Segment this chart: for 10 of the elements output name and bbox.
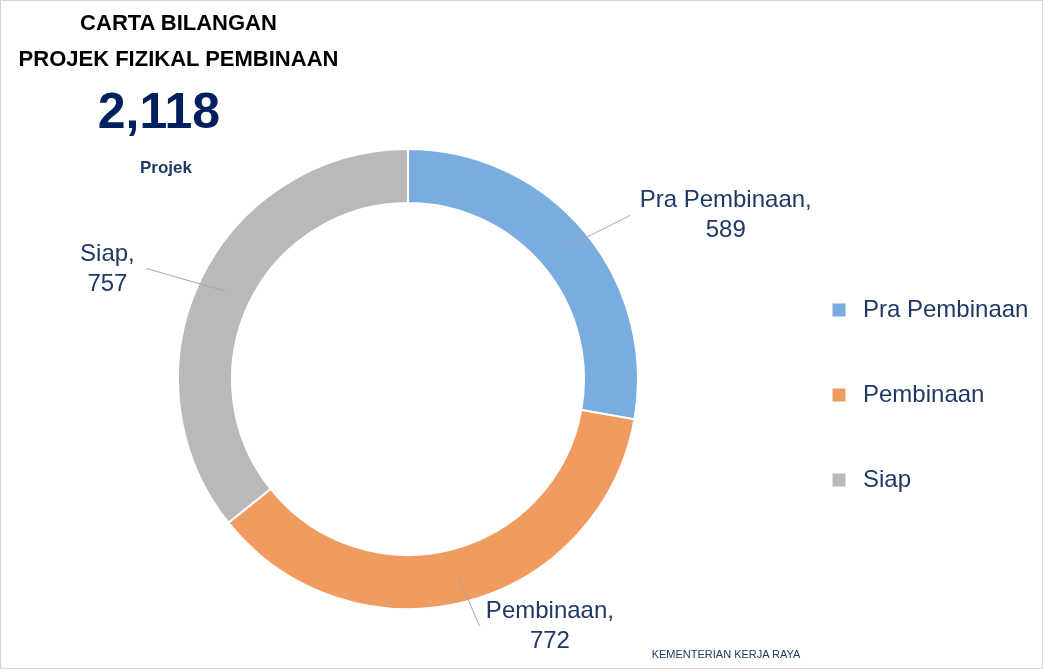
chart-title: CARTA BILANGAN PROJEK FIZIKAL PEMBINAAN [17,9,340,73]
text: KEMENTERIAN KERJA RAYA [650,647,802,661]
data-label: Pra Pembinaan, 589 [639,185,812,243]
chart-subtitle: 2,118 [96,83,222,139]
legend-label: Siap [863,465,912,492]
legend-label: Pra Pembinaan [863,295,1029,322]
text: Projek [139,158,193,178]
data-label: Pembinaan, 772 [485,596,614,654]
legend-label: Pembinaan [863,380,985,407]
data-label: Siap, 757 [80,238,135,296]
